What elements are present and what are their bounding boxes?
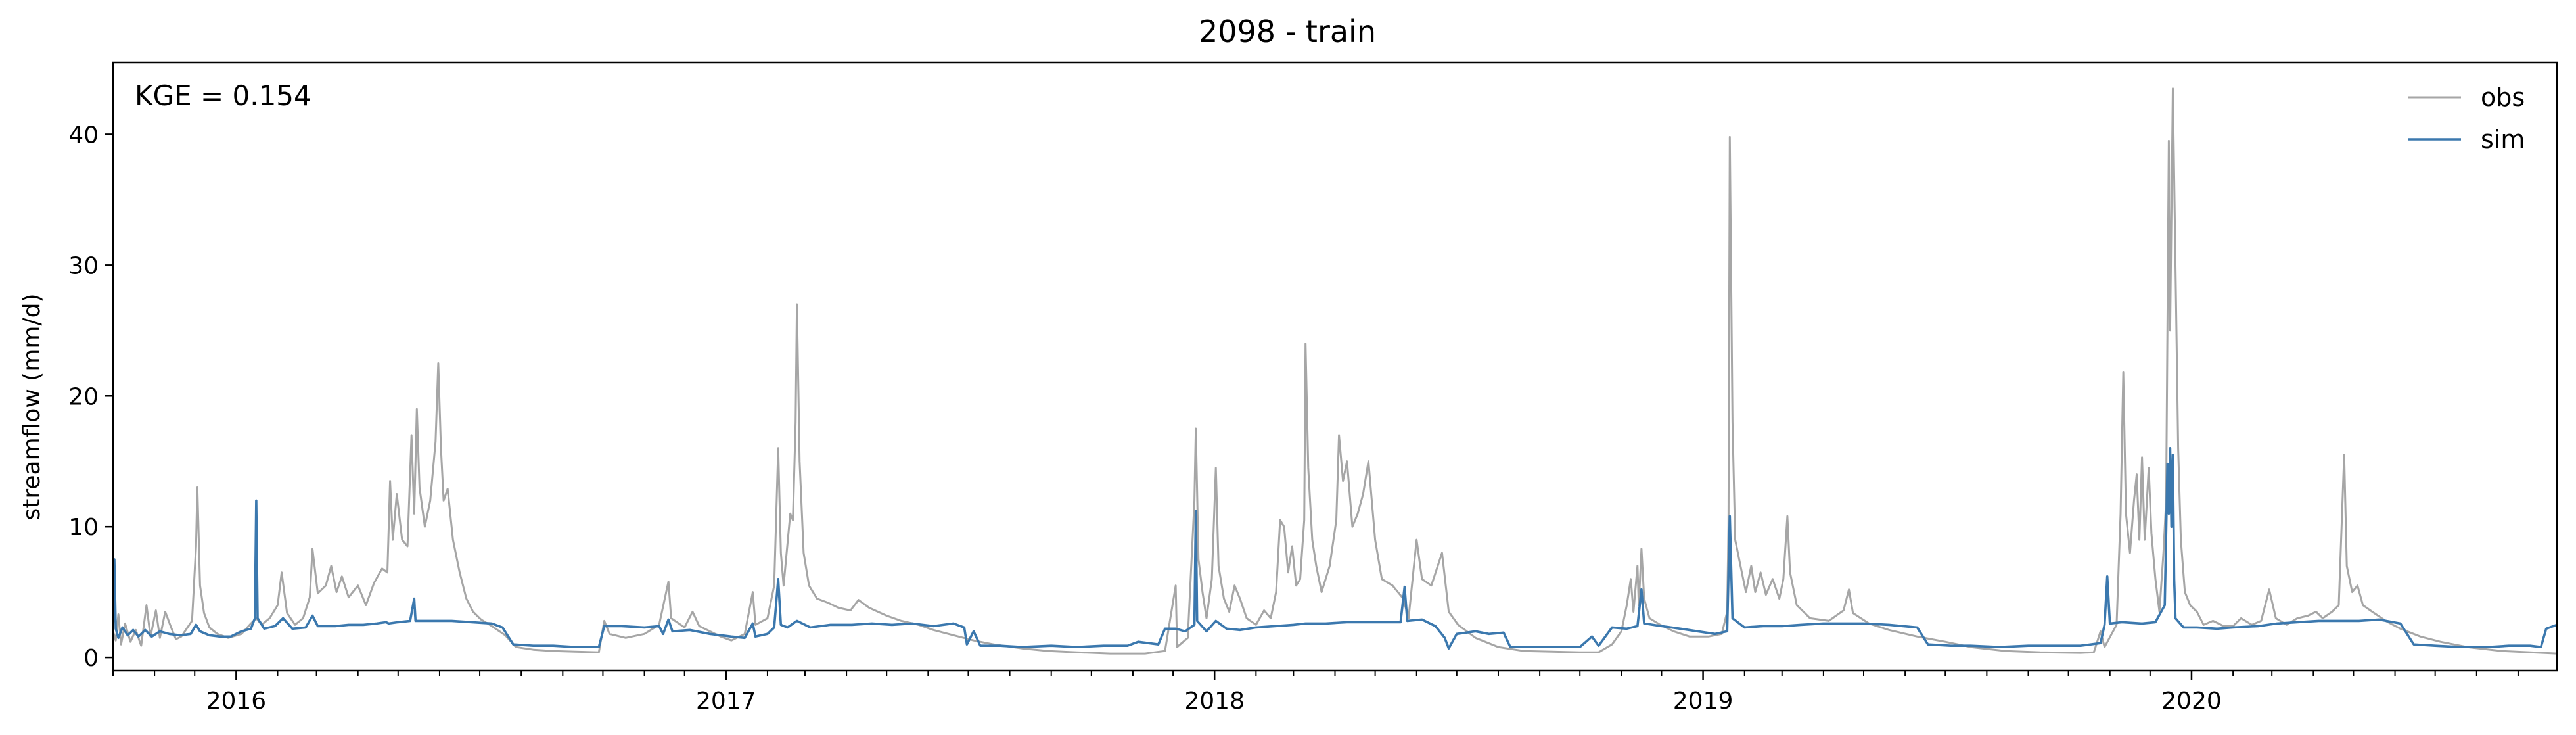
y-tick-label: 40 xyxy=(68,122,99,149)
y-tick-label: 30 xyxy=(68,252,99,279)
x-axis-ticks: 2016 2017 2018 2019 2020 xyxy=(112,671,2519,715)
series-layer xyxy=(112,87,2558,655)
legend-label-sim: sim xyxy=(2481,125,2525,154)
y-tick-label: 20 xyxy=(68,383,99,410)
kge-annotation: KGE = 0.154 xyxy=(135,80,311,112)
x-tick-label: 2019 xyxy=(1673,688,1734,715)
y-axis-label: streamflow (mm/d) xyxy=(18,294,45,521)
legend-label-obs: obs xyxy=(2481,83,2525,112)
x-tick-label: 2016 xyxy=(206,688,267,715)
x-tick-label: 2020 xyxy=(2161,688,2222,715)
legend: obs sim xyxy=(2408,83,2525,154)
y-tick-label: 10 xyxy=(68,514,99,541)
x-tick-label: 2018 xyxy=(1184,688,1245,715)
series-line-obs xyxy=(112,87,2558,655)
series-line-sim xyxy=(112,446,2558,650)
x-tick-label: 2017 xyxy=(696,688,756,715)
y-axis-ticks: 0 10 20 30 40 xyxy=(68,122,113,672)
plot-frame xyxy=(112,61,2558,672)
chart-title: 2098 - train xyxy=(1199,14,1376,49)
y-tick-label: 0 xyxy=(83,645,99,672)
